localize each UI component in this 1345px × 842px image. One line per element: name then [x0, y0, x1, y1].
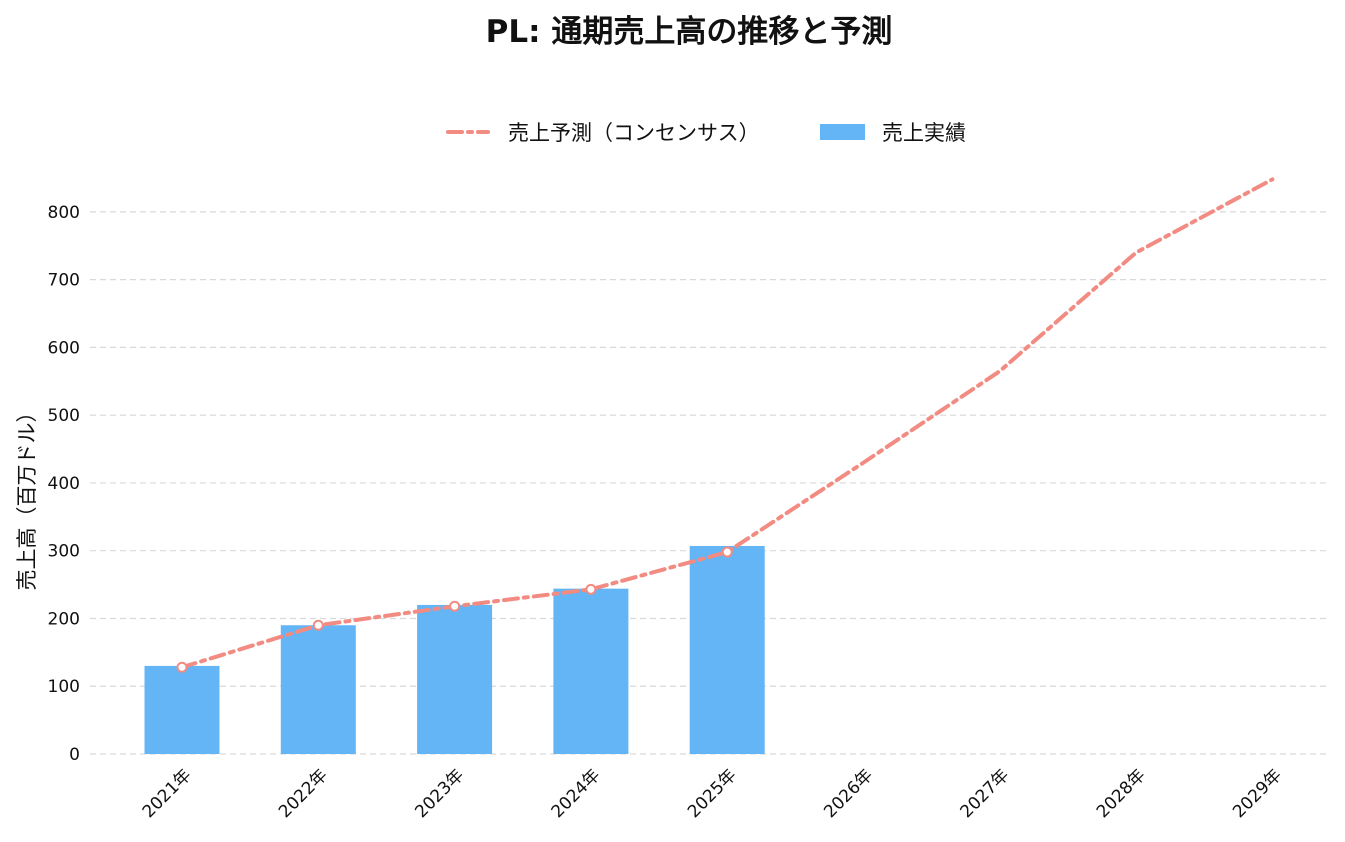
chart-title: PL: 通期売上高の推移と予測	[486, 14, 893, 50]
line-layer	[176, 177, 1275, 673]
bar-layer	[144, 545, 765, 754]
y-tick-label: 200	[48, 609, 80, 629]
legend-swatch-actual	[820, 124, 865, 140]
y-axis-label: 売上高（百万ドル）	[15, 402, 39, 591]
x-tick-label: 2021年	[139, 765, 196, 822]
legend-label-forecast: 売上予測（コンセンサス）	[508, 121, 760, 145]
forecast-point-marker	[176, 661, 188, 673]
x-tick-label: 2029年	[1229, 765, 1286, 822]
y-tick-label: 600	[48, 338, 80, 358]
x-tick-label: 2023年	[411, 765, 468, 822]
x-tick-label: 2025年	[684, 765, 741, 822]
x-tick-label: 2022年	[275, 765, 332, 822]
bar	[553, 588, 629, 754]
y-tick-label: 400	[48, 474, 80, 494]
x-tick-label: 2028年	[1093, 765, 1150, 822]
y-axis: 0 100 200 300 400 500 600 700 800	[48, 203, 80, 765]
y-tick-label: 0	[69, 745, 80, 765]
bar	[689, 545, 765, 754]
forecast-point-marker	[449, 600, 461, 612]
y-tick-label: 800	[48, 203, 80, 223]
y-tick-label: 500	[48, 406, 80, 426]
y-tick-label: 300	[48, 542, 80, 562]
x-tick-label: 2024年	[548, 765, 605, 822]
forecast-point-marker	[312, 619, 324, 631]
legend: 売上予測（コンセンサス） 売上実績	[446, 121, 966, 145]
forecast-point-marker	[585, 583, 597, 595]
x-tick-label: 2027年	[957, 765, 1014, 822]
bar	[417, 604, 493, 754]
bar	[280, 625, 356, 754]
y-tick-label: 700	[48, 271, 80, 291]
y-tick-label: 100	[48, 677, 80, 697]
legend-label-actual: 売上実績	[882, 121, 966, 145]
forecast-point-marker	[721, 546, 733, 558]
x-tick-label: 2026年	[820, 765, 877, 822]
bar	[144, 665, 220, 754]
x-axis: 2021年 2022年 2023年 2024年 2025年 2026年 2027年 2028年…	[139, 765, 1286, 822]
